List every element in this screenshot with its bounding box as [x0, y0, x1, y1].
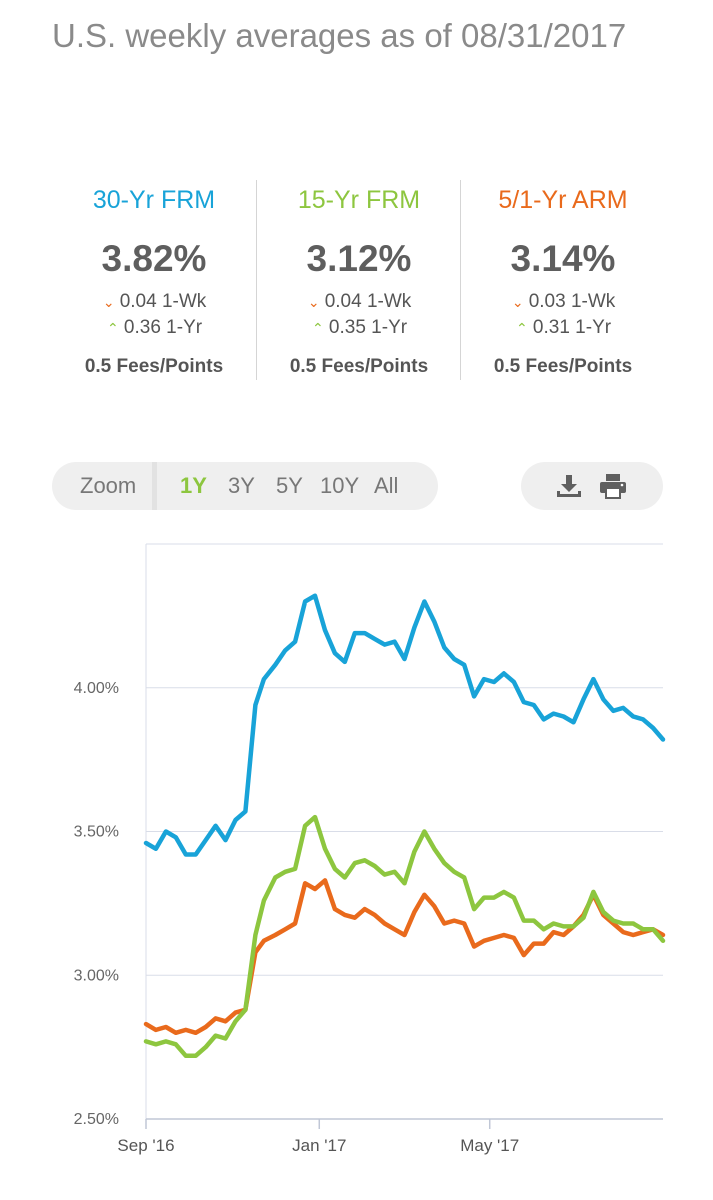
- year-change-text: 0.36 1-Yr: [123, 317, 203, 338]
- rate-chart[interactable]: 2.50% 3.00% 3.50% 4.00% Sep '16 Jan '17 May '1…: [0, 540, 713, 1160]
- y-tick-label: 3.00%: [74, 967, 119, 984]
- chevron-up-icon: ⌃: [312, 320, 324, 336]
- series-line-5-1-arm: [143, 878, 666, 1036]
- zoom-option-3y[interactable]: 3Y: [228, 473, 255, 498]
- fees-points: 0.5 Fees/Points: [84, 356, 224, 377]
- zoom-divider: [152, 462, 157, 510]
- rate-name: 15-Yr FRM: [297, 186, 421, 214]
- rate-value: 3.14%: [510, 238, 616, 279]
- zoom-bar: Zoom 1Y 3Y 5Y 10Y All: [52, 462, 438, 510]
- chevron-down-icon: ⌄: [511, 294, 524, 310]
- year-change-text: 0.35 1-Yr: [328, 317, 408, 338]
- year-change: ⌃ 0.31 1-Yr: [461, 316, 665, 340]
- chevron-up-icon: ⌃: [107, 320, 119, 336]
- print-icon[interactable]: [599, 473, 627, 499]
- zoom-option-all[interactable]: All: [374, 473, 399, 498]
- rate-card-30yr: 30-Yr FRM 3.82% ⌄ 0.04 1-Wk ⌃ 0.36 1-Yr 0.…: [52, 180, 256, 380]
- week-change-text: 0.04 1-Wk: [324, 291, 412, 312]
- chevron-up-icon: ⌃: [516, 320, 528, 336]
- rate-value: 3.12%: [306, 238, 412, 279]
- year-change: ⌃ 0.35 1-Yr: [257, 316, 461, 340]
- page-title: U.S. weekly averages as of 08/31/2017: [52, 17, 627, 54]
- y-tick-label: 4.00%: [74, 680, 119, 697]
- rate-value: 3.82%: [101, 238, 207, 279]
- zoom-label: Zoom: [80, 473, 137, 498]
- y-tick-label: 2.50%: [74, 1111, 119, 1128]
- year-change-text: 0.31 1-Yr: [532, 317, 612, 338]
- download-icon[interactable]: [555, 473, 583, 499]
- week-change-text: 0.04 1-Wk: [119, 291, 207, 312]
- y-tick-label: 3.50%: [74, 824, 119, 841]
- x-tick-label: Jan '17: [292, 1136, 346, 1155]
- week-change: ⌄ 0.04 1-Wk: [52, 290, 256, 314]
- series-line-30yr-frm: [143, 593, 666, 857]
- series-line-15yr-frm: [143, 814, 666, 1059]
- x-tick-label: Sep '16: [117, 1136, 174, 1155]
- rate-name: 5/1-Yr ARM: [498, 186, 628, 214]
- week-change: ⌄ 0.03 1-Wk: [461, 290, 665, 314]
- chart-toolbar: [521, 462, 663, 510]
- fees-points: 0.5 Fees/Points: [493, 356, 633, 377]
- chevron-down-icon: ⌄: [307, 294, 320, 310]
- year-change: ⌃ 0.36 1-Yr: [52, 316, 256, 340]
- chevron-down-icon: ⌄: [102, 294, 115, 310]
- rate-card-5-1-arm: 5/1-Yr ARM 3.14% ⌄ 0.03 1-Wk ⌃ 0.31 1-Yr 0…: [460, 180, 665, 380]
- zoom-option-10y[interactable]: 10Y: [320, 473, 360, 498]
- week-change: ⌄ 0.04 1-Wk: [257, 290, 461, 314]
- week-change-text: 0.03 1-Wk: [528, 291, 616, 312]
- rate-name: 30-Yr FRM: [92, 186, 216, 214]
- rate-card-15yr: 15-Yr FRM 3.12% ⌄ 0.04 1-Wk ⌃ 0.35 1-Yr 0.…: [256, 180, 461, 380]
- rate-summary: 30-Yr FRM 3.82% ⌄ 0.04 1-Wk ⌃ 0.36 1-Yr 0.…: [52, 180, 664, 380]
- x-tick-label: May '17: [460, 1136, 519, 1155]
- zoom-option-1y[interactable]: 1Y: [180, 473, 207, 498]
- zoom-option-5y[interactable]: 5Y: [276, 473, 303, 498]
- fees-points: 0.5 Fees/Points: [289, 356, 429, 377]
